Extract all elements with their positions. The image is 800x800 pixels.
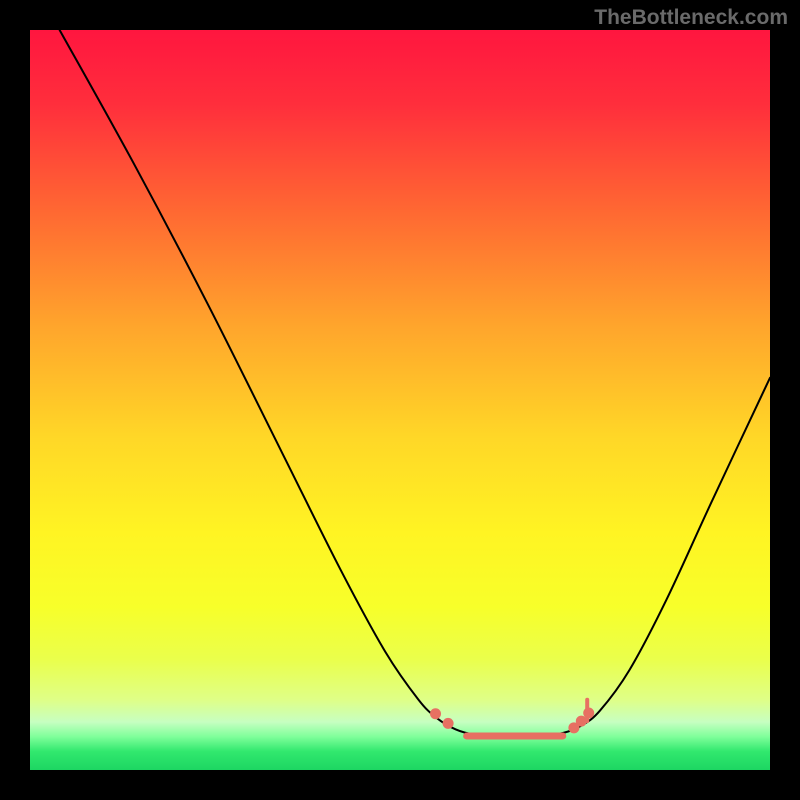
chart-container: TheBottleneck.com [0, 0, 800, 800]
bottleneck-chart [0, 0, 800, 800]
trough-dot [430, 708, 441, 719]
gradient-background [30, 30, 770, 770]
trough-dot [576, 716, 587, 727]
watermark-text: TheBottleneck.com [594, 6, 788, 30]
trough-dot [443, 718, 454, 729]
